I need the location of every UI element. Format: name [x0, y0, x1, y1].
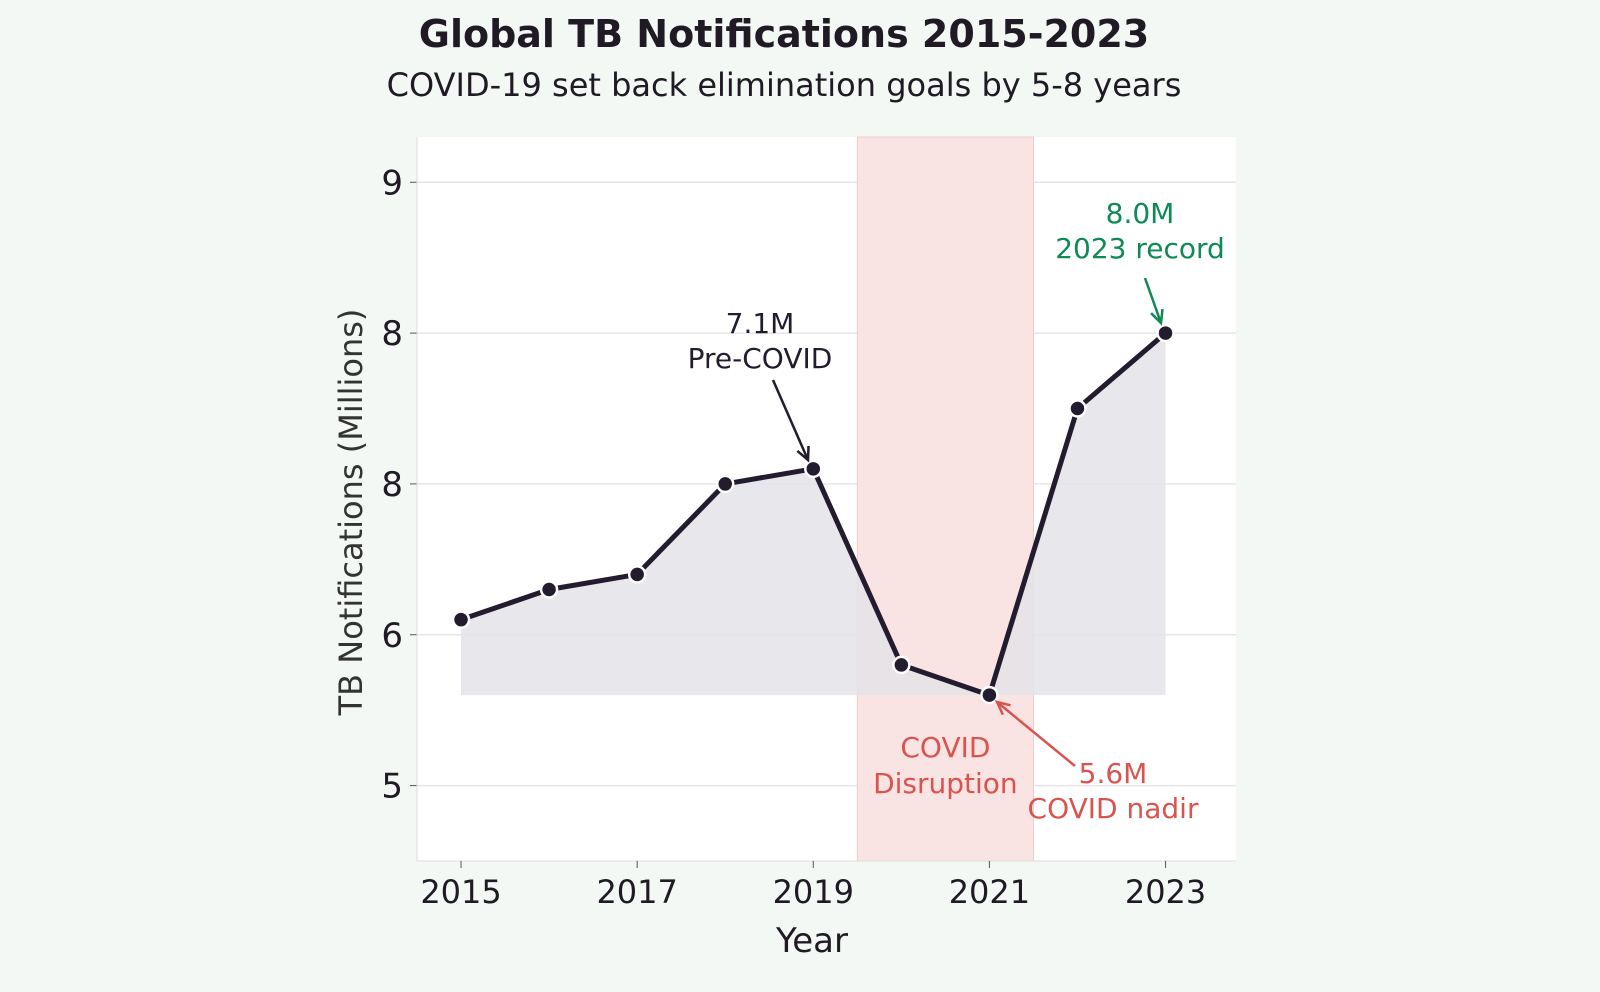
arrowhead-icon: [994, 700, 1011, 716]
y-tick-label: 9: [381, 163, 403, 203]
arrowhead-icon: [796, 445, 810, 463]
x-tick-label: 2017: [596, 873, 677, 911]
x-tick-label: 2021: [949, 873, 1030, 911]
annotation-label: COVID nadir: [1028, 792, 1199, 825]
annotation-label: 2023 record: [1055, 232, 1225, 265]
x-tick-label: 2023: [1125, 873, 1206, 911]
data-point: [627, 565, 647, 584]
x-tick-label: 2015: [420, 873, 501, 911]
data-point: [804, 459, 823, 479]
y-tick-label: 8: [381, 465, 403, 505]
annotation-label: 7.1M: [726, 307, 795, 340]
data-point: [451, 610, 471, 629]
data-point: [1156, 323, 1175, 343]
chart-subtitle: COVID-19 set back elimination goals by 5…: [386, 66, 1182, 104]
region-label: COVID: [900, 731, 990, 764]
data-point: [980, 685, 999, 705]
data-point: [892, 655, 911, 675]
area-fill: [461, 333, 1166, 696]
x-axis-label: Year: [775, 921, 848, 961]
covid-shaded-region: [856, 136, 1034, 862]
arrowhead-icon: [1150, 308, 1164, 326]
y-tick-label: 6: [381, 616, 403, 656]
annotation-arrow: [996, 701, 1076, 767]
annotation-label: 5.6M: [1079, 757, 1148, 790]
y-tick-label: 8: [381, 314, 403, 354]
x-tick-label: 2019: [773, 873, 854, 911]
data-point: [1068, 399, 1087, 418]
region-label: Disruption: [873, 767, 1018, 800]
annotation-label: Pre-COVID: [688, 342, 833, 375]
y-tick-label: 5: [381, 767, 403, 807]
data-point: [715, 474, 735, 494]
data-point: [539, 580, 559, 599]
annotation-label: 8.0M: [1106, 197, 1175, 230]
annotation-arrow: [1143, 277, 1163, 324]
annotation-arrow: [771, 379, 810, 461]
y-axis-label: TB Notifications (Millions): [332, 309, 370, 717]
chart-title: Global TB Notifications 2015-2023: [418, 12, 1150, 56]
